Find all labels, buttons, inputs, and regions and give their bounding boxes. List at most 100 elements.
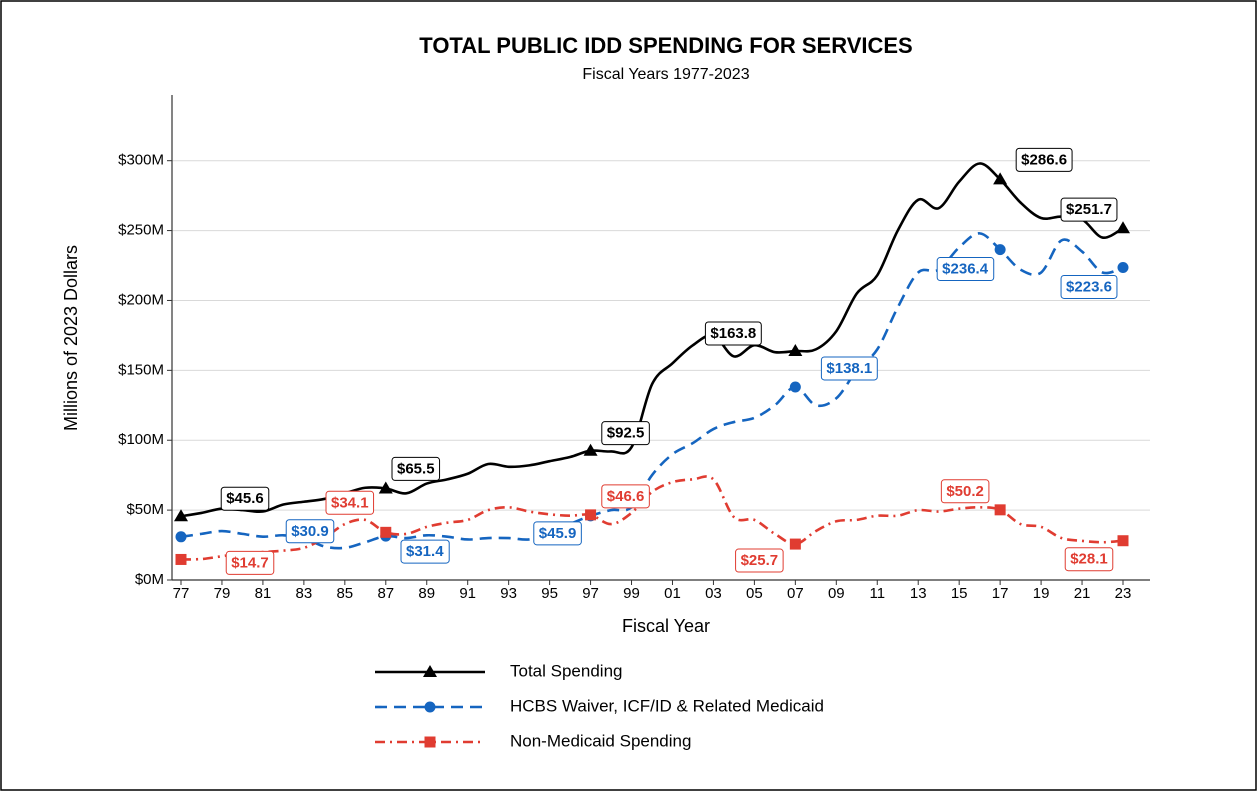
x-tick-label: 87 bbox=[377, 585, 394, 602]
x-tick-label: 05 bbox=[746, 585, 763, 602]
data-label-text: $65.5 bbox=[397, 460, 435, 477]
data-label: $92.5 bbox=[601, 421, 650, 446]
y-tick-label: $250M bbox=[118, 222, 164, 239]
marker bbox=[1116, 221, 1130, 234]
data-label: $45.9 bbox=[533, 521, 582, 546]
x-tick-label: 23 bbox=[1115, 585, 1132, 602]
x-tick-label: 19 bbox=[1033, 585, 1050, 602]
x-tick-label: 83 bbox=[296, 585, 313, 602]
data-label: $251.7 bbox=[1060, 197, 1118, 222]
data-label-text: $34.1 bbox=[331, 494, 369, 511]
data-label: $14.7 bbox=[225, 550, 275, 575]
marker bbox=[175, 553, 187, 565]
x-tick-label: 95 bbox=[541, 585, 558, 602]
series-line bbox=[180, 232, 1124, 550]
x-tick-label: 77 bbox=[173, 585, 190, 602]
marker bbox=[378, 481, 393, 494]
y-tick-label: $300M bbox=[118, 152, 164, 169]
legend-marker bbox=[423, 665, 437, 677]
legend-label: Total Spending bbox=[510, 661, 622, 680]
data-label-box bbox=[325, 490, 375, 515]
data-label-text: $251.7 bbox=[1066, 201, 1112, 218]
data-label-box bbox=[601, 421, 650, 446]
data-label-text: $163.8 bbox=[710, 325, 756, 342]
data-label: $45.6 bbox=[220, 486, 270, 511]
data-label-box bbox=[285, 519, 335, 544]
x-tick-label: 15 bbox=[951, 585, 968, 602]
data-label-box bbox=[1060, 197, 1118, 222]
legend-marker bbox=[424, 701, 436, 713]
data-label-text: $92.5 bbox=[607, 425, 645, 442]
data-label-text: $46.6 bbox=[607, 488, 645, 505]
data-label: $50.2 bbox=[940, 479, 990, 504]
marker bbox=[175, 531, 187, 543]
data-label-box bbox=[225, 550, 275, 575]
data-label: $34.1 bbox=[325, 490, 375, 515]
y-tick-label: $100M bbox=[118, 431, 164, 448]
y-tick-label: $150M bbox=[118, 361, 164, 378]
x-tick-label: 03 bbox=[705, 585, 722, 602]
data-label-box bbox=[601, 484, 650, 509]
data-label: $30.9 bbox=[285, 519, 335, 544]
x-tick-label: 79 bbox=[214, 585, 231, 602]
y-tick-label: $0M bbox=[135, 571, 164, 588]
x-tick-label: 07 bbox=[787, 585, 804, 602]
y-axis-label: Millions of 2023 Dollars bbox=[61, 245, 81, 431]
x-axis-label: Fiscal Year bbox=[622, 616, 710, 636]
data-label-box bbox=[391, 456, 441, 481]
x-tick-label: 81 bbox=[255, 585, 272, 602]
data-label-box bbox=[1064, 547, 1114, 572]
marker bbox=[585, 509, 597, 521]
data-label: $65.5 bbox=[391, 456, 441, 481]
data-label-box bbox=[704, 321, 762, 346]
data-label: $236.4 bbox=[936, 257, 995, 282]
data-label: $286.6 bbox=[1015, 147, 1073, 172]
x-tick-label: 99 bbox=[623, 585, 640, 602]
data-label-box bbox=[940, 479, 990, 504]
x-tick-label: 21 bbox=[1074, 585, 1091, 602]
legend-label: HCBS Waiver, ICF/ID & Related Medicaid bbox=[510, 696, 824, 715]
data-label: $25.7 bbox=[735, 548, 784, 573]
data-label-box bbox=[1060, 274, 1118, 299]
x-tick-label: 91 bbox=[459, 585, 476, 602]
data-label-text: $30.9 bbox=[291, 523, 329, 540]
legend-marker bbox=[424, 736, 436, 748]
x-tick-label: 11 bbox=[869, 585, 885, 602]
data-label-box bbox=[400, 539, 450, 564]
data-label-text: $31.4 bbox=[406, 543, 444, 560]
data-label-text: $28.1 bbox=[1070, 551, 1108, 568]
data-label: $138.1 bbox=[820, 356, 878, 381]
data-label-box bbox=[735, 548, 784, 573]
data-label-text: $45.9 bbox=[539, 525, 577, 542]
x-tick-label: 97 bbox=[582, 585, 599, 602]
data-label-text: $45.6 bbox=[226, 490, 264, 507]
data-label-text: $223.6 bbox=[1066, 278, 1112, 295]
data-label-text: $50.2 bbox=[946, 483, 984, 500]
marker bbox=[994, 244, 1006, 256]
y-tick-label: $50M bbox=[126, 501, 164, 518]
x-tick-label: 01 bbox=[664, 585, 681, 602]
data-label-box bbox=[936, 257, 995, 282]
data-label-text: $286.6 bbox=[1021, 151, 1067, 168]
x-tick-label: 09 bbox=[828, 585, 845, 602]
data-label-text: $236.4 bbox=[942, 261, 989, 278]
chart-title: TOTAL PUBLIC IDD SPENDING FOR SERVICES bbox=[419, 33, 912, 58]
data-label-box bbox=[533, 521, 582, 546]
y-tick-label: $200M bbox=[118, 291, 164, 308]
marker bbox=[583, 443, 598, 456]
marker bbox=[788, 344, 803, 357]
marker bbox=[380, 526, 392, 538]
data-label: $28.1 bbox=[1064, 547, 1114, 572]
marker bbox=[789, 538, 801, 550]
data-label: $31.4 bbox=[400, 539, 450, 564]
chart-subtitle: Fiscal Years 1977-2023 bbox=[582, 66, 749, 83]
data-label-box bbox=[1015, 147, 1073, 172]
x-tick-label: 85 bbox=[336, 585, 353, 602]
x-tick-label: 17 bbox=[992, 585, 1009, 602]
x-tick-label: 89 bbox=[418, 585, 435, 602]
data-label-text: $14.7 bbox=[231, 554, 269, 571]
data-label: $163.8 bbox=[704, 321, 762, 346]
